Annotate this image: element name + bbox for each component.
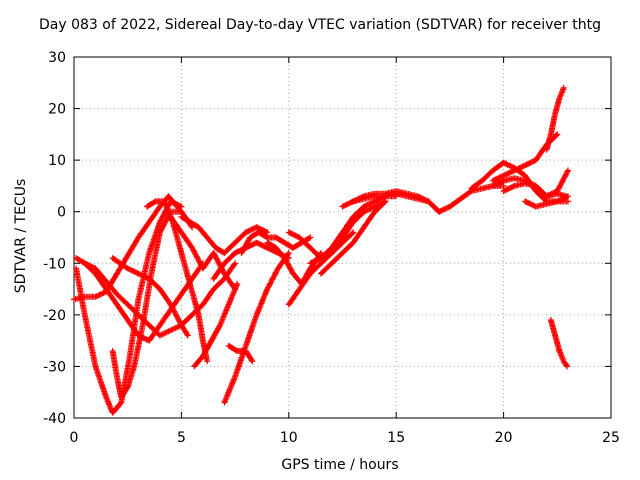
series-track-21 bbox=[350, 190, 443, 215]
data-points-track-26 bbox=[522, 193, 571, 210]
series-track-12 bbox=[221, 250, 292, 406]
y-tick-label: 0 bbox=[57, 205, 66, 221]
data-points-track-6 bbox=[109, 255, 191, 339]
y-tick-label: 30 bbox=[48, 50, 66, 66]
data-points-track-2 bbox=[73, 255, 239, 339]
y-tick-label: -20 bbox=[43, 308, 66, 324]
series-track-2 bbox=[73, 255, 239, 339]
y-tick-label: 10 bbox=[48, 153, 66, 169]
data-points-track-12 bbox=[221, 250, 292, 406]
series-track-8 bbox=[167, 213, 239, 293]
x-axis-label: GPS time / hours bbox=[281, 457, 399, 473]
x-tick-label: 0 bbox=[70, 430, 79, 446]
series-track-27 bbox=[543, 84, 567, 153]
data-points-track-8 bbox=[167, 213, 239, 293]
x-tick-label: 15 bbox=[387, 430, 405, 446]
y-tick-label: -40 bbox=[43, 411, 66, 427]
data-points-track-10 bbox=[191, 280, 241, 370]
y-tick-label: -10 bbox=[43, 256, 66, 272]
series-track-6 bbox=[109, 255, 191, 339]
series-track-13 bbox=[225, 342, 256, 365]
x-tick-label: 10 bbox=[280, 430, 298, 446]
data-points-track-28 bbox=[547, 317, 570, 370]
data-points-track-27 bbox=[543, 84, 567, 153]
y-axis-label: SDTVAR / TECUs bbox=[13, 178, 29, 294]
data-points-track-19 bbox=[318, 198, 389, 277]
data-points-track-25 bbox=[500, 167, 571, 200]
series-track-19 bbox=[318, 198, 389, 277]
x-tick-label: 20 bbox=[495, 430, 513, 446]
series-track-28 bbox=[547, 317, 570, 370]
series-track-25 bbox=[500, 167, 571, 200]
series-track-10 bbox=[191, 280, 241, 370]
x-tick-label: 5 bbox=[177, 430, 186, 446]
series-track-9 bbox=[178, 213, 271, 256]
x-tick-label: 25 bbox=[602, 430, 620, 446]
data-points-track-13 bbox=[225, 342, 256, 365]
y-tick-label: -30 bbox=[43, 359, 66, 375]
chart-title: Day 083 of 2022, Sidereal Day-to-day VTE… bbox=[39, 17, 601, 33]
series-track-26 bbox=[522, 193, 571, 210]
data-points-track-21 bbox=[350, 190, 443, 215]
y-tick-label: 20 bbox=[48, 102, 66, 118]
plot-frame bbox=[73, 56, 612, 419]
data-points-track-9 bbox=[178, 213, 271, 256]
